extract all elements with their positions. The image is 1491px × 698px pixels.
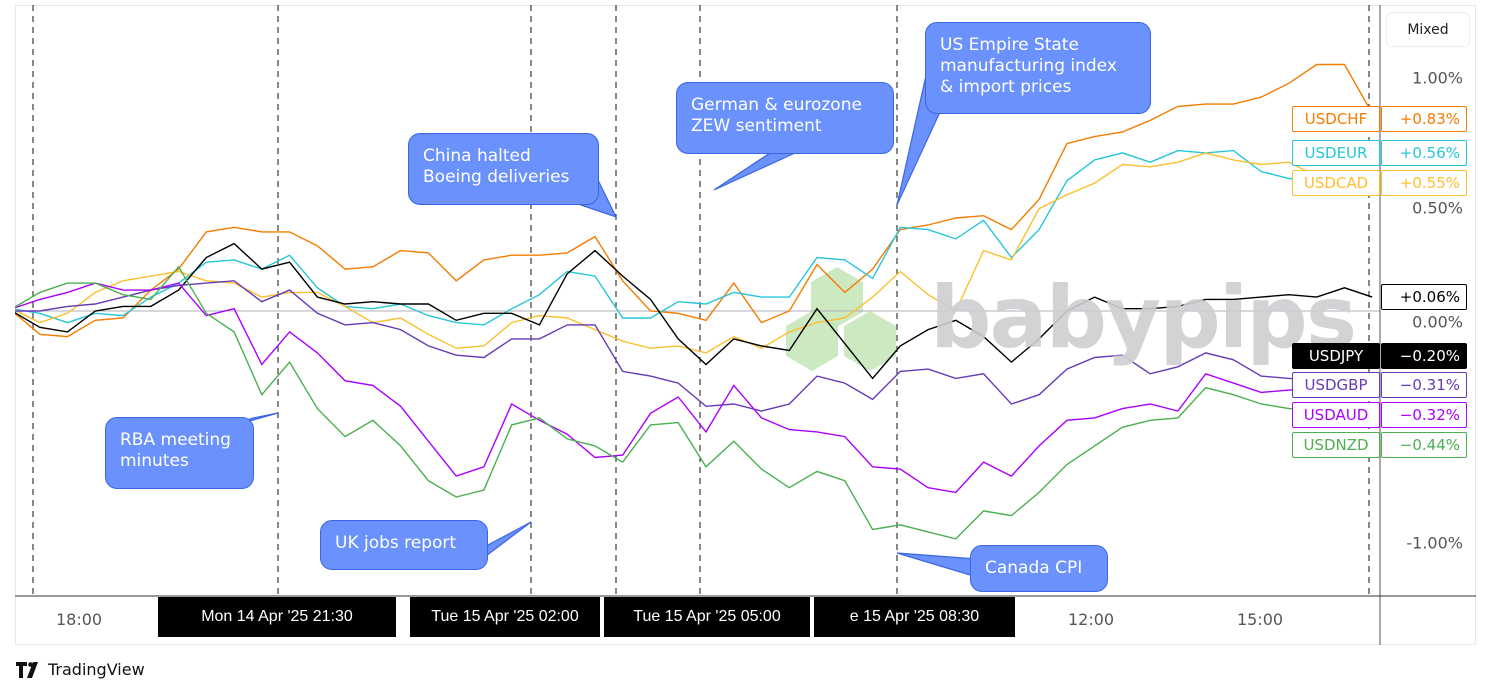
series-name-tag: USDNZD [1292, 432, 1380, 458]
series-name-tag: USDCAD [1292, 170, 1380, 196]
series-line-usdchf [15, 63, 1373, 338]
annotation-canada-cpi[interactable]: Canada CPI [970, 545, 1108, 592]
crosshair-date-tag: Mon 14 Apr '25 21:30 [158, 597, 396, 637]
annotation-rba[interactable]: RBA meeting minutes [105, 417, 254, 489]
series-line-usdgbp [15, 280, 1373, 412]
callout-tail [713, 152, 796, 191]
brand-label: TradingView [48, 660, 145, 679]
y-tick-label: 0.00% [1412, 312, 1463, 332]
babypips-watermark: babypips [930, 268, 1357, 368]
y-tick-label: 0.50% [1412, 198, 1463, 218]
scale-mode-button[interactable]: Mixed [1386, 12, 1470, 47]
series-name-tag: USDGBP [1292, 372, 1380, 398]
series-line-usdjpy [15, 242, 1373, 380]
annotation-uk-jobs[interactable]: UK jobs report [320, 520, 488, 570]
y-tick-label: -1.00% [1406, 533, 1463, 553]
series-value-tag: +0.06% [1381, 284, 1467, 310]
x-tick-label: 15:00 [1237, 610, 1284, 629]
series-line-usdaud [15, 282, 1373, 494]
series-value-tag: −0.44% [1381, 432, 1467, 458]
x-tick-label: 18:00 [56, 610, 103, 629]
watermark-hex-icon [786, 311, 838, 371]
annotation-china-boeing[interactable]: China halted Boeing deliveries [408, 133, 599, 205]
chart-frame [15, 5, 1476, 645]
annotation-empire-state[interactable]: US Empire State manufacturing index & im… [925, 22, 1151, 114]
series-value-tag: +0.83% [1381, 106, 1467, 132]
crosshair-date-tag: Tue 15 Apr '25 02:00 [410, 597, 600, 637]
series-line-usdeur [15, 149, 1373, 326]
series-value-tag: +0.56% [1381, 140, 1467, 166]
annotation-zew[interactable]: German & eurozone ZEW sentiment [676, 82, 894, 154]
series-value-tag: −0.32% [1381, 402, 1467, 428]
crosshair-date-tag: Tue 15 Apr '25 05:00 [604, 597, 810, 637]
watermark-hex-icon [844, 311, 896, 371]
series-value-tag: −0.20% [1381, 343, 1467, 369]
series-line-usdnzd [15, 265, 1373, 540]
series-name-tag: USDJPY [1292, 343, 1380, 369]
series-line-usdcad [15, 152, 1373, 354]
series-name-tag: USDCHF [1292, 106, 1380, 132]
series-name-tag: USDAUD [1292, 402, 1380, 428]
crosshair-date-tag: e 15 Apr '25 08:30 [814, 597, 1015, 637]
watermark-hex-icon [811, 267, 863, 327]
series-name-tag: USDEUR [1292, 140, 1380, 166]
y-tick-label: 1.00% [1412, 68, 1463, 88]
series-value-tag: +0.55% [1381, 170, 1467, 196]
tradingview-brand[interactable]: TradingView [16, 660, 145, 679]
x-tick-label: 12:00 [1068, 610, 1115, 629]
tradingview-logo-icon [16, 661, 38, 678]
series-value-tag: −0.31% [1381, 372, 1467, 398]
